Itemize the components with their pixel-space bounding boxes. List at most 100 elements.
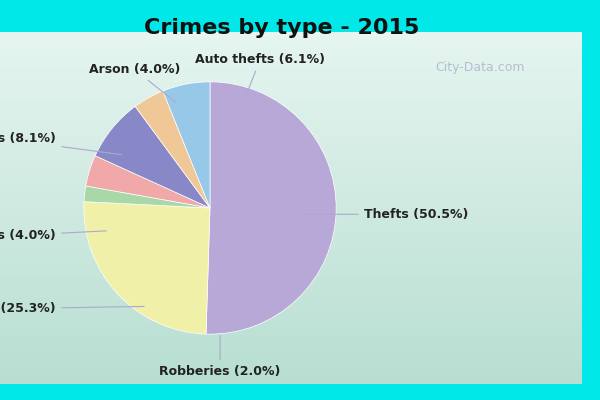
Bar	[0, 201, 582, 204]
Bar	[0, 134, 582, 138]
Bar	[0, 338, 582, 342]
Bar	[0, 57, 582, 60]
Text: Thefts (50.5%): Thefts (50.5%)	[304, 208, 468, 221]
Bar	[0, 204, 582, 208]
Bar	[0, 328, 582, 331]
Bar	[0, 106, 582, 110]
Bar	[0, 278, 582, 282]
Bar	[0, 180, 582, 183]
Text: City-Data.com: City-Data.com	[435, 62, 525, 74]
Bar	[0, 212, 582, 215]
Wedge shape	[84, 186, 210, 208]
Wedge shape	[95, 106, 210, 208]
Bar	[0, 67, 582, 71]
Bar	[0, 300, 582, 303]
Bar	[0, 380, 582, 384]
Bar	[0, 50, 582, 53]
Text: Crimes by type - 2015: Crimes by type - 2015	[145, 18, 419, 38]
Bar	[0, 215, 582, 218]
Bar	[0, 173, 582, 176]
Bar	[0, 187, 582, 190]
Bar	[0, 366, 582, 370]
Bar	[0, 257, 582, 261]
Bar	[0, 377, 582, 380]
Bar	[0, 222, 582, 226]
Bar	[0, 138, 582, 141]
Bar	[0, 113, 582, 116]
Bar	[0, 250, 582, 254]
Bar	[0, 229, 582, 233]
Bar	[0, 335, 582, 338]
Bar	[0, 331, 582, 335]
Wedge shape	[206, 82, 336, 334]
Wedge shape	[84, 202, 210, 334]
Bar	[0, 116, 582, 120]
Bar	[0, 352, 582, 356]
Bar	[0, 261, 582, 264]
Bar	[0, 130, 582, 134]
Bar	[0, 271, 582, 275]
Bar	[0, 166, 582, 169]
Bar	[0, 53, 582, 57]
Bar	[0, 99, 582, 102]
Bar	[0, 71, 582, 74]
Bar	[0, 88, 582, 92]
Wedge shape	[135, 91, 210, 208]
Bar	[0, 208, 582, 212]
Text: Auto thefts (6.1%): Auto thefts (6.1%)	[196, 53, 325, 94]
Bar	[0, 226, 582, 229]
Bar	[0, 359, 582, 363]
Bar	[0, 296, 582, 300]
Bar	[0, 95, 582, 99]
Wedge shape	[163, 82, 210, 208]
Text: Assaults (8.1%): Assaults (8.1%)	[0, 132, 121, 155]
Text: Rapes (4.0%): Rapes (4.0%)	[0, 229, 106, 242]
Bar	[0, 310, 582, 314]
Bar	[0, 127, 582, 130]
Bar	[0, 162, 582, 166]
Bar	[0, 39, 582, 42]
Bar	[0, 42, 582, 46]
Bar	[0, 145, 582, 148]
Text: Arson (4.0%): Arson (4.0%)	[89, 63, 180, 103]
Text: Robberies (2.0%): Robberies (2.0%)	[160, 336, 281, 378]
Bar	[0, 148, 582, 152]
Bar	[0, 268, 582, 271]
Bar	[0, 110, 582, 113]
Bar	[0, 282, 582, 286]
Bar	[0, 183, 582, 187]
Bar	[0, 74, 582, 78]
Bar	[0, 240, 582, 243]
Bar	[0, 176, 582, 180]
Bar	[0, 314, 582, 317]
Bar	[0, 289, 582, 292]
Bar	[0, 243, 582, 247]
Bar	[0, 155, 582, 159]
Bar	[0, 247, 582, 250]
Bar	[0, 198, 582, 201]
Bar	[0, 152, 582, 155]
Bar	[0, 236, 582, 240]
Bar	[0, 64, 582, 67]
Bar	[0, 374, 582, 377]
Bar	[0, 254, 582, 257]
Bar	[0, 60, 582, 64]
Bar	[0, 36, 582, 39]
Bar	[0, 32, 582, 36]
Bar	[0, 264, 582, 268]
Bar	[0, 102, 582, 106]
Bar	[0, 92, 582, 95]
Bar	[0, 342, 582, 345]
Bar	[0, 356, 582, 359]
Bar	[0, 345, 582, 349]
Bar	[0, 190, 582, 194]
Bar	[0, 85, 582, 88]
Bar	[0, 317, 582, 321]
Bar	[0, 159, 582, 162]
Bar	[0, 218, 582, 222]
Bar	[0, 292, 582, 296]
Bar	[0, 349, 582, 352]
Bar	[0, 233, 582, 236]
Bar	[0, 321, 582, 324]
Bar	[0, 363, 582, 366]
